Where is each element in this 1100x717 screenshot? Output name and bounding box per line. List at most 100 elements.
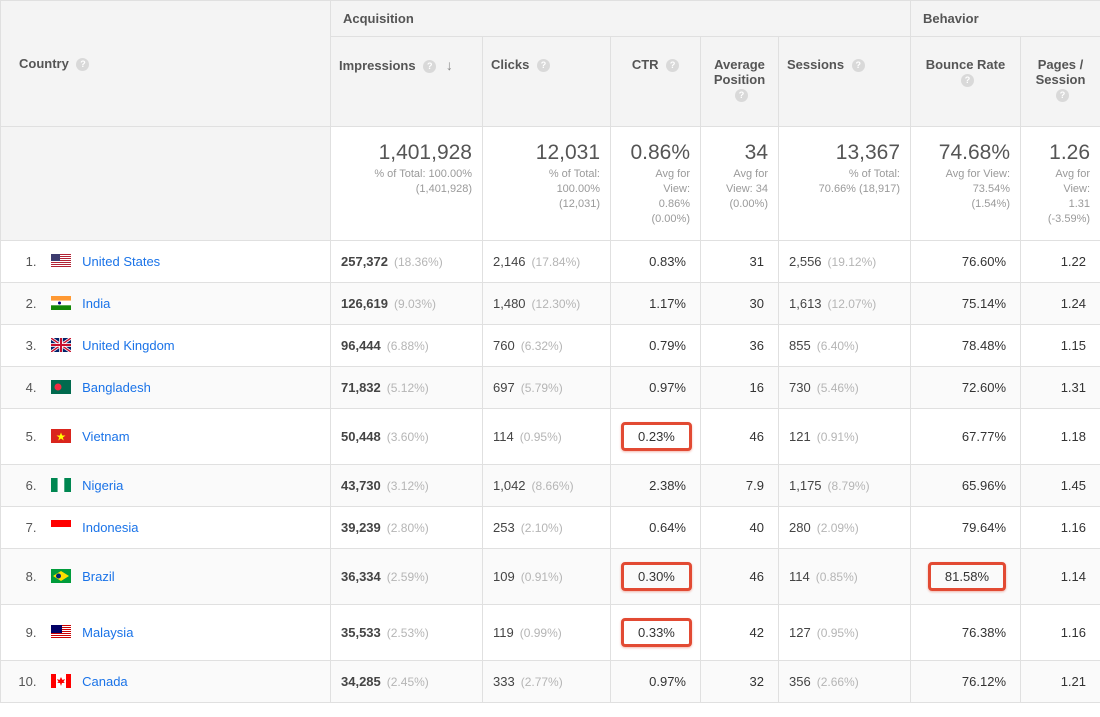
country-link[interactable]: Vietnam <box>82 429 129 444</box>
row-index: 1. <box>1 241 43 283</box>
avg-position-cell: 42 <box>701 605 779 661</box>
country-link[interactable]: Bangladesh <box>82 380 151 395</box>
country-cell[interactable]: India <box>43 283 331 325</box>
country-cell[interactable]: Brazil <box>43 549 331 605</box>
impressions-cell: 35,533(2.53%) <box>331 605 483 661</box>
avg-position-cell: 31 <box>701 241 779 283</box>
table-row: 7. Indonesia 39,239(2.80%) 253(2.10%) 0.… <box>1 507 1100 549</box>
flag-icon <box>51 296 79 311</box>
country-link[interactable]: Brazil <box>82 569 115 584</box>
bounce-rate-cell: 78.48% <box>911 325 1021 367</box>
sessions-cell: 121(0.91%) <box>779 409 911 465</box>
pages-session-cell: 1.24 <box>1021 283 1100 325</box>
country-link[interactable]: Canada <box>82 674 128 689</box>
clicks-cell: 697(5.79%) <box>483 367 611 409</box>
country-link[interactable]: Indonesia <box>82 520 138 535</box>
header-country[interactable]: Country ? <box>1 1 331 127</box>
country-link[interactable]: United Kingdom <box>82 338 175 353</box>
help-icon[interactable]: ? <box>852 59 865 72</box>
header-clicks[interactable]: Clicks ? <box>483 37 611 127</box>
table-row: 3. United Kingdom 96,444(6.88%) 760(6.32… <box>1 325 1100 367</box>
help-icon[interactable]: ? <box>76 58 89 71</box>
highlighted-value: 0.23% <box>621 422 692 451</box>
ctr-cell: 0.23% <box>611 409 701 465</box>
avg-position-cell: 30 <box>701 283 779 325</box>
ctr-cell: 1.17% <box>611 283 701 325</box>
avg-position-cell: 46 <box>701 549 779 605</box>
avg-position-cell: 7.9 <box>701 465 779 507</box>
country-link[interactable]: India <box>82 296 110 311</box>
clicks-cell: 1,480(12.30%) <box>483 283 611 325</box>
sessions-cell: 114(0.85%) <box>779 549 911 605</box>
table-row: 8. Brazil 36,334(2.59%) 109(0.91%) 0.30%… <box>1 549 1100 605</box>
help-icon[interactable]: ? <box>666 59 679 72</box>
pages-session-cell: 1.18 <box>1021 409 1100 465</box>
pages-session-cell: 1.45 <box>1021 465 1100 507</box>
summary-clicks: 12,031 % of Total:100.00%(12,031) <box>483 127 611 241</box>
header-avg-position[interactable]: Average Position ? <box>701 37 779 127</box>
summary-impressions: 1,401,928 % of Total: 100.00%(1,401,928) <box>331 127 483 241</box>
ctr-cell: 0.79% <box>611 325 701 367</box>
country-cell[interactable]: Nigeria <box>43 465 331 507</box>
country-cell[interactable]: United Kingdom <box>43 325 331 367</box>
country-link[interactable]: Nigeria <box>82 478 123 493</box>
help-icon[interactable]: ? <box>1056 89 1069 102</box>
highlighted-value: 81.58% <box>928 562 1006 591</box>
flag-icon <box>51 569 79 584</box>
bounce-rate-cell: 67.77% <box>911 409 1021 465</box>
clicks-cell: 333(2.77%) <box>483 661 611 703</box>
summary-sessions: 13,367 % of Total:70.66% (18,917) <box>779 127 911 241</box>
ctr-cell: 0.64% <box>611 507 701 549</box>
country-cell[interactable]: Indonesia <box>43 507 331 549</box>
header-group-acquisition: Acquisition <box>331 1 911 37</box>
impressions-cell: 34,285(2.45%) <box>331 661 483 703</box>
table-row: 1. United States 257,372(18.36%) 2,146(1… <box>1 241 1100 283</box>
header-sessions[interactable]: Sessions ? <box>779 37 911 127</box>
row-index: 5. <box>1 409 43 465</box>
header-bounce-rate[interactable]: Bounce Rate ? <box>911 37 1021 127</box>
avg-position-cell: 16 <box>701 367 779 409</box>
clicks-cell: 253(2.10%) <box>483 507 611 549</box>
clicks-cell: 760(6.32%) <box>483 325 611 367</box>
impressions-cell: 71,832(5.12%) <box>331 367 483 409</box>
help-icon[interactable]: ? <box>961 74 974 87</box>
country-cell[interactable]: Vietnam <box>43 409 331 465</box>
header-ctr[interactable]: CTR ? <box>611 37 701 127</box>
analytics-table: Country ? Acquisition Behavior Impressio… <box>0 0 1100 703</box>
clicks-cell: 2,146(17.84%) <box>483 241 611 283</box>
column-group-header: Country ? Acquisition Behavior <box>1 1 1100 37</box>
country-link[interactable]: Malaysia <box>82 625 133 640</box>
country-link[interactable]: United States <box>82 254 160 269</box>
sessions-cell: 855(6.40%) <box>779 325 911 367</box>
row-index: 6. <box>1 465 43 507</box>
summary-row: 1,401,928 % of Total: 100.00%(1,401,928)… <box>1 127 1100 241</box>
row-index: 10. <box>1 661 43 703</box>
pages-session-cell: 1.22 <box>1021 241 1100 283</box>
highlighted-value: 0.30% <box>621 562 692 591</box>
row-index: 7. <box>1 507 43 549</box>
table-row: 4. Bangladesh 71,832(5.12%) 697(5.79%) 0… <box>1 367 1100 409</box>
bounce-rate-cell: 75.14% <box>911 283 1021 325</box>
country-cell[interactable]: United States <box>43 241 331 283</box>
sort-desc-icon[interactable]: ↓ <box>446 57 453 73</box>
pages-session-cell: 1.16 <box>1021 605 1100 661</box>
country-cell[interactable]: Bangladesh <box>43 367 331 409</box>
country-cell[interactable]: Malaysia <box>43 605 331 661</box>
row-index: 4. <box>1 367 43 409</box>
header-pages-session[interactable]: Pages / Session ? <box>1021 37 1100 127</box>
header-impressions[interactable]: Impressions ? ↓ <box>331 37 483 127</box>
flag-icon <box>51 478 79 493</box>
ctr-cell: 0.83% <box>611 241 701 283</box>
flag-icon <box>51 674 79 689</box>
clicks-cell: 114(0.95%) <box>483 409 611 465</box>
table-body: 1. United States 257,372(18.36%) 2,146(1… <box>1 241 1100 703</box>
pages-session-cell: 1.31 <box>1021 367 1100 409</box>
flag-icon <box>51 625 79 640</box>
help-icon[interactable]: ? <box>423 60 436 73</box>
impressions-cell: 126,619(9.03%) <box>331 283 483 325</box>
avg-position-cell: 32 <box>701 661 779 703</box>
country-cell[interactable]: Canada <box>43 661 331 703</box>
avg-position-cell: 40 <box>701 507 779 549</box>
help-icon[interactable]: ? <box>735 89 748 102</box>
help-icon[interactable]: ? <box>537 59 550 72</box>
